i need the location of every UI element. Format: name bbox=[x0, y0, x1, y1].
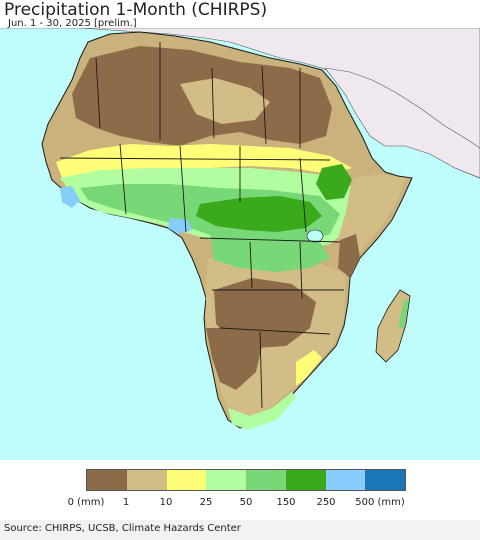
namibia-brown bbox=[206, 328, 262, 390]
legend-label: 500 (mm) bbox=[355, 497, 405, 508]
legend-colorbar bbox=[86, 469, 406, 491]
legend-label: 150 bbox=[276, 497, 296, 508]
legend-label: 1 bbox=[122, 497, 130, 508]
precipitation-map bbox=[0, 28, 480, 460]
legend-swatch-0-1 bbox=[87, 470, 127, 490]
legend-swatch-150-250 bbox=[285, 470, 326, 490]
legend-label: 0 (mm) bbox=[67, 497, 105, 508]
africa-map-svg bbox=[0, 28, 480, 460]
legend-label: 250 bbox=[316, 497, 336, 508]
ethiopia-wet-zone bbox=[316, 164, 352, 200]
legend-swatch-50-150 bbox=[246, 470, 286, 490]
footer-bar: Source: CHIRPS, UCSB, Climate Hazards Ce… bbox=[0, 520, 480, 540]
legend-swatch-10-25 bbox=[166, 470, 207, 490]
sahara-tan-patches bbox=[180, 78, 270, 124]
country-borders bbox=[59, 42, 344, 409]
legend-label: 10 bbox=[159, 497, 173, 508]
map-title: Precipitation 1-Month (CHIRPS) bbox=[4, 0, 268, 20]
south-coast-yellow bbox=[296, 350, 322, 386]
west-africa-coast-wet bbox=[60, 186, 80, 208]
legend-swatch-250-500 bbox=[325, 470, 366, 490]
south-coast-wet bbox=[228, 392, 296, 430]
madagascar bbox=[375, 289, 411, 363]
legend-swatch-1-10 bbox=[126, 470, 167, 490]
map-subtitle: Jun. 1 - 30, 2025 [prelim.] bbox=[8, 18, 137, 29]
lake-victoria bbox=[306, 229, 324, 243]
source-credit: Source: CHIRPS, UCSB, Climate Hazards Ce… bbox=[4, 523, 241, 534]
legend-swatch-25-50 bbox=[206, 470, 246, 490]
east-africa-brown bbox=[338, 234, 360, 278]
legend-swatch-500-plus bbox=[365, 470, 405, 490]
equatorial-wettest-zone bbox=[196, 196, 322, 232]
legend-labels: 0 (mm) 1 10 25 50 150 250 500 (mm) bbox=[0, 497, 480, 511]
legend-label: 25 bbox=[199, 497, 213, 508]
arabian-peninsula bbox=[324, 67, 480, 179]
legend-label: 50 bbox=[239, 497, 253, 508]
madagascar-east-wet bbox=[398, 300, 409, 328]
